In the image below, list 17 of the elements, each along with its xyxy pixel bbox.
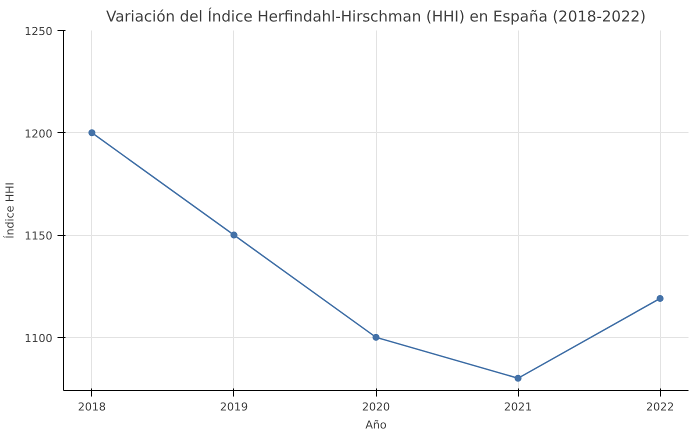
x-tick-label: 2018 [78,400,106,414]
x-tick-label: 2022 [646,400,674,414]
point [514,374,522,382]
x-tick-label: 2019 [220,400,248,414]
y-axis-title: Índice HHI [2,182,17,239]
point [656,294,664,302]
x-tick-label: 2021 [504,400,532,414]
x-axis-title: Año [365,418,387,432]
y-tick-label: 1100 [24,332,53,345]
point [372,334,380,341]
x-tick-label: 2020 [362,400,390,414]
point [88,129,96,136]
chart-title: Variación del Índice Herfindahl-Hirschman (HHI) en España (2018-2022) [106,8,646,26]
y-tick-label: 1200 [24,127,53,140]
y-tick-label: 1250 [24,25,53,38]
y-tick-label: 1150 [24,230,53,243]
point [230,232,238,239]
